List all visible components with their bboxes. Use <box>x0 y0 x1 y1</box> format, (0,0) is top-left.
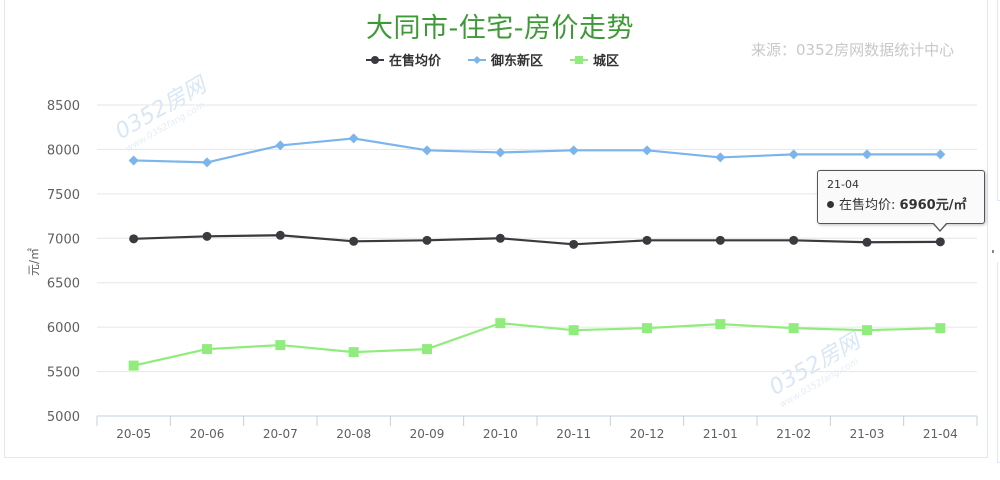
data-point-square <box>495 318 506 329</box>
series-line <box>133 322 941 367</box>
data-point-circle <box>789 235 799 245</box>
legend-label: 在售均价 <box>389 54 442 69</box>
chart-legend: 在售均价 御东新区 城区 <box>366 50 646 69</box>
x-tick-label: 20-06 <box>190 427 225 441</box>
data-point-circle <box>349 236 359 246</box>
data-point-circle <box>715 235 725 245</box>
data-point-diamond <box>568 145 579 156</box>
x-tick-label: 21-02 <box>776 427 811 441</box>
data-point-diamond <box>422 145 432 156</box>
series-dot-icon <box>827 201 834 208</box>
data-point-diamond <box>495 147 506 158</box>
adjacent-panel-marker <box>992 250 994 253</box>
x-tick-label: 20-05 <box>116 427 151 441</box>
x-tick-label: 21-01 <box>703 427 738 441</box>
tooltip-value: 6960元/㎡ <box>899 198 967 213</box>
chart-title: 大同市-住宅-房价走势 <box>366 13 634 44</box>
data-point-circle <box>495 233 505 243</box>
data-point-circle <box>202 231 212 241</box>
y-axis-title: 元/㎡ <box>27 248 41 276</box>
legend-label: 城区 <box>593 54 620 69</box>
tooltip-date: 21-04 <box>827 178 859 191</box>
x-tick-label: 21-04 <box>923 427 958 441</box>
tooltip-sep: : <box>891 198 900 213</box>
x-tick-label: 20-09 <box>410 427 445 441</box>
x-tick-label: 20-08 <box>336 427 371 441</box>
diamond-marker-icon <box>468 55 487 64</box>
legend-label: 御东新区 <box>491 54 544 69</box>
x-tick-label: 20-07 <box>263 427 298 441</box>
x-tick-label: 20-10 <box>483 427 518 441</box>
data-point-diamond <box>788 149 799 160</box>
adjacent-panel-bottom <box>997 262 1000 463</box>
tooltip-row: 在售均价: 6960元/㎡ <box>827 194 975 213</box>
data-point-circle <box>862 237 872 247</box>
y-tick-label: 8500 <box>47 99 80 114</box>
data-point-square <box>788 323 799 334</box>
circle-marker-icon <box>366 55 384 64</box>
x-tick-label: 21-03 <box>850 427 885 441</box>
data-point-circle <box>275 230 285 240</box>
data-point-square <box>422 344 432 355</box>
legend-item-city[interactable]: 城区 <box>570 50 619 69</box>
data-point-square <box>128 360 139 371</box>
y-tick-label: 5000 <box>47 410 80 425</box>
data-point-square <box>642 323 652 334</box>
y-tick-label: 6000 <box>47 321 80 336</box>
y-tick-label: 7500 <box>47 188 80 203</box>
y-tick-label: 7000 <box>47 232 80 247</box>
y-tick-label: 6500 <box>47 277 80 292</box>
adjacent-panel-top <box>997 0 1000 201</box>
tooltip-series: 在售均价 <box>839 198 892 213</box>
series-line <box>133 234 941 246</box>
data-point-circle <box>569 239 579 249</box>
data-point-diamond <box>275 140 286 151</box>
data-point-diamond <box>935 149 946 160</box>
data-point-circle <box>422 235 432 245</box>
data-point-square <box>862 325 872 336</box>
tooltip-arrow-inner <box>933 222 947 230</box>
data-point-diamond <box>642 145 652 156</box>
data-point-square <box>568 325 579 336</box>
data-point-diamond <box>348 133 359 144</box>
chart-tooltip: 21-04 在售均价: 6960元/㎡ <box>817 170 985 224</box>
data-point-square <box>275 340 286 351</box>
y-tick-label: 8000 <box>47 143 80 158</box>
data-point-diamond <box>128 155 139 166</box>
chart-frame <box>4 0 988 458</box>
x-tick-label: 20-11 <box>556 427 591 441</box>
data-point-diamond <box>862 149 872 160</box>
data-point-square <box>348 347 359 358</box>
data-point-circle <box>129 234 139 244</box>
data-point-diamond <box>202 157 212 168</box>
data-point-square <box>715 319 726 330</box>
y-tick-label: 5500 <box>47 366 80 381</box>
legend-item-yudong[interactable]: 御东新区 <box>468 50 543 69</box>
series-line <box>133 137 941 164</box>
data-point-diamond <box>715 152 726 163</box>
chart-source: 来源：0352房网数据统计中心 <box>751 41 955 59</box>
data-point-circle <box>935 237 945 247</box>
data-point-circle <box>642 235 652 245</box>
legend-item-avg[interactable]: 在售均价 <box>366 50 441 69</box>
data-point-square <box>935 323 946 334</box>
data-point-square <box>202 344 212 355</box>
x-tick-label: 20-12 <box>630 427 665 441</box>
square-marker-icon <box>570 55 589 64</box>
